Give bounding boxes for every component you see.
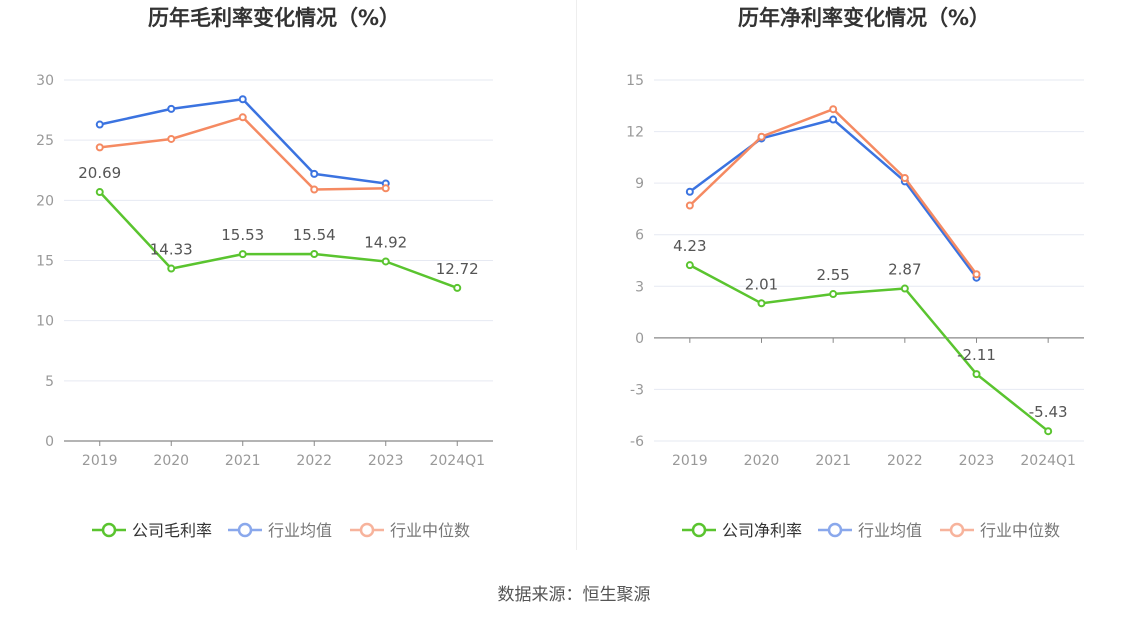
series-line-industry_median <box>688 107 978 276</box>
data-label: -5.43 <box>1029 403 1068 421</box>
legend-label: 公司净利率 <box>722 521 802 540</box>
data-point-industry_median <box>167 134 176 143</box>
data-point-industry_median <box>972 270 981 279</box>
x-tick-label: 2020 <box>153 453 189 469</box>
legend-label: 公司毛利率 <box>132 521 212 540</box>
legend-label: 行业均值 <box>268 521 332 540</box>
data-point-company <box>829 290 838 299</box>
y-tick-label: 3 <box>635 279 644 295</box>
data-point-industry_avg <box>167 104 176 113</box>
data-label: -2.11 <box>957 346 996 364</box>
data-point-industry_median <box>829 105 838 114</box>
data-label: 14.92 <box>364 233 407 251</box>
y-tick-label: 9 <box>635 176 644 192</box>
y-tick-label: 15 <box>36 254 54 270</box>
series-line-industry_avg <box>689 118 978 279</box>
x-tick-label: 2022 <box>296 453 332 469</box>
data-point-industry_median <box>900 173 909 182</box>
legend-item-industry_avg: 行业均值 <box>818 521 922 540</box>
legend-item-industry_median: 行业中位数 <box>940 521 1060 540</box>
data-label: 15.53 <box>221 226 264 244</box>
data-point-industry_avg <box>95 120 104 129</box>
data-point-industry_avg <box>238 95 247 104</box>
chart-title: 历年毛利率变化情况（%） <box>148 6 400 30</box>
legend-item-industry_median: 行业中位数 <box>350 521 470 540</box>
data-point-industry_median <box>381 184 390 193</box>
y-tick-label: 25 <box>36 133 54 149</box>
data-label: 4.23 <box>673 237 706 255</box>
y-tick-label: 0 <box>635 331 644 347</box>
data-point-company <box>453 283 462 292</box>
y-tick-label: 6 <box>635 228 644 244</box>
legend-item-company: 公司净利率 <box>682 521 802 540</box>
data-source-note: 数据来源：恒生聚源 <box>497 585 651 605</box>
x-tick-label: 2020 <box>744 453 780 469</box>
data-point-industry_avg <box>829 115 838 124</box>
series-line-company <box>689 263 1049 433</box>
data-label: 20.69 <box>78 164 121 182</box>
data-label: 2.55 <box>816 266 849 284</box>
y-tick-label: 20 <box>36 193 54 209</box>
data-label: 12.72 <box>436 260 479 278</box>
y-tick-label: -3 <box>630 382 644 398</box>
x-tick-label: 2022 <box>887 453 923 469</box>
data-point-industry_median <box>757 132 766 141</box>
data-label: 15.54 <box>293 226 336 244</box>
data-point-company <box>238 250 247 259</box>
data-point-company <box>900 284 909 293</box>
y-tick-label: 0 <box>45 434 54 450</box>
data-point-company <box>972 370 981 379</box>
data-point-company <box>757 299 766 308</box>
data-point-industry_median <box>238 113 247 122</box>
x-tick-label: 2019 <box>672 453 708 469</box>
data-label: 2.87 <box>888 261 921 279</box>
data-point-industry_avg <box>310 169 319 178</box>
chart-title: 历年净利率变化情况（%） <box>738 6 990 30</box>
legend-marker-icon <box>101 522 117 538</box>
data-point-company <box>167 264 176 273</box>
series-line-company <box>98 191 458 290</box>
data-point-company <box>381 257 390 266</box>
data-point-industry_median <box>685 201 694 210</box>
legend-label: 行业均值 <box>858 521 922 540</box>
chart-panel-1: 历年毛利率变化情况（%） 0 5 10 15 20 25 30 2019 2020 2021 2022… <box>36 6 493 540</box>
legend-label: 行业中位数 <box>390 521 470 540</box>
y-tick-label: 30 <box>36 73 54 89</box>
legend-marker-icon <box>949 522 965 538</box>
data-label: 14.33 <box>150 241 193 259</box>
legend-marker-icon <box>237 522 253 538</box>
x-tick-label: 2019 <box>82 453 118 469</box>
legend-label: 行业中位数 <box>980 521 1060 540</box>
y-tick-label: -6 <box>630 434 644 450</box>
data-point-company <box>685 261 694 270</box>
data-point-company <box>1044 427 1053 436</box>
x-tick-label: 2024Q1 <box>429 453 485 469</box>
chart-panel-2: 历年净利率变化情况（%） -6 -3 0 3 6 9 12 15 2019 2020 2021 2022… <box>626 6 1084 540</box>
y-tick-label: 10 <box>36 314 54 330</box>
data-point-company <box>95 188 104 197</box>
legend-item-industry_avg: 行业均值 <box>228 521 332 540</box>
x-tick-label: 2024Q1 <box>1020 453 1076 469</box>
data-point-industry_avg <box>685 187 694 196</box>
data-label: 2.01 <box>745 275 778 293</box>
x-tick-label: 2021 <box>225 453 261 469</box>
data-point-industry_median <box>310 185 319 194</box>
legend-marker-icon <box>359 522 375 538</box>
x-tick-label: 2023 <box>368 453 404 469</box>
data-point-company <box>310 250 319 259</box>
x-tick-label: 2023 <box>959 453 995 469</box>
panel-divider <box>576 0 577 550</box>
legend-item-company: 公司毛利率 <box>92 521 212 540</box>
y-tick-label: 15 <box>626 73 644 89</box>
x-tick-label: 2021 <box>815 453 851 469</box>
legend-marker-icon <box>827 522 843 538</box>
legend-marker-icon <box>691 522 707 538</box>
y-tick-label: 12 <box>626 125 644 141</box>
y-tick-label: 5 <box>45 374 54 390</box>
data-point-industry_median <box>95 143 104 152</box>
